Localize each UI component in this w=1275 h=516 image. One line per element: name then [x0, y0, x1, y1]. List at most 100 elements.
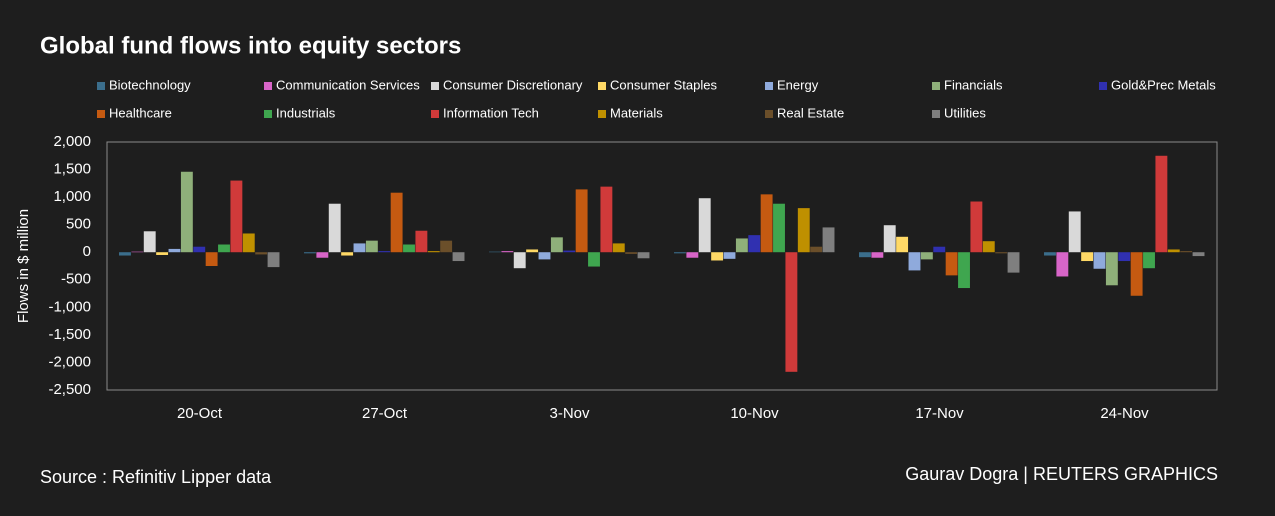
bar	[575, 189, 588, 253]
x-tick-label: 17-Nov	[915, 405, 964, 422]
legend-swatch	[1099, 82, 1107, 90]
bar	[1081, 252, 1094, 262]
legend-label: Real Estate	[777, 105, 844, 120]
bar	[205, 252, 218, 266]
x-tick-label: 3-Nov	[549, 405, 590, 422]
bar	[1130, 252, 1143, 296]
legend-label: Biotechnology	[109, 77, 191, 92]
legend-swatch	[932, 110, 940, 118]
bar	[378, 251, 391, 253]
legend-swatch	[765, 82, 773, 90]
legend-swatch	[431, 82, 439, 90]
bar	[1143, 252, 1155, 269]
chart-title: Global fund flows into equity sectors	[40, 32, 461, 59]
x-tick-label: 24-Nov	[1100, 405, 1149, 422]
bar	[218, 244, 230, 253]
legend-swatch	[598, 110, 606, 118]
bar	[1192, 252, 1205, 257]
bar	[735, 238, 748, 253]
bar	[563, 250, 576, 253]
bar	[440, 240, 453, 253]
bar	[748, 235, 761, 253]
bar	[365, 240, 378, 253]
bar	[958, 252, 970, 289]
bar	[143, 231, 156, 253]
bar	[698, 198, 711, 253]
bar	[193, 246, 206, 253]
bar	[1180, 251, 1193, 253]
y-tick-label: 1,500	[53, 161, 91, 178]
legend-swatch	[932, 82, 940, 90]
bar	[982, 241, 995, 253]
legend-label: Industrials	[276, 105, 336, 120]
legend-label: Communication Services	[276, 77, 420, 92]
bar	[403, 244, 415, 253]
bar	[625, 252, 638, 254]
bar	[970, 201, 983, 253]
y-tick-label: -2,000	[48, 353, 91, 370]
bar	[760, 194, 773, 253]
bar	[810, 246, 823, 253]
bar	[550, 237, 563, 253]
bar	[538, 252, 551, 260]
bar	[723, 252, 736, 259]
bar	[513, 252, 526, 269]
bar	[995, 252, 1008, 254]
bar	[415, 230, 428, 253]
legend-swatch	[97, 82, 105, 90]
legend-label: Financials	[944, 77, 1003, 92]
bar	[341, 252, 354, 256]
legend-swatch	[765, 110, 773, 118]
bar	[686, 252, 699, 258]
legend-swatch	[264, 110, 272, 118]
credit: Gaurav Dogra | REUTERS GRAPHICS	[905, 464, 1218, 484]
legend-label: Materials	[610, 105, 663, 120]
bar	[883, 225, 896, 253]
bar	[452, 252, 465, 262]
bar	[390, 192, 403, 253]
y-tick-label: -2,500	[48, 381, 91, 398]
bar	[1044, 252, 1056, 256]
bar	[427, 251, 440, 253]
bar	[1068, 211, 1081, 253]
bar	[119, 252, 131, 256]
bar	[588, 252, 600, 267]
y-tick-label: -1,000	[48, 298, 91, 315]
y-tick-label: -500	[61, 271, 91, 288]
bar	[674, 252, 686, 254]
bar	[526, 249, 539, 253]
y-tick-label: 0	[83, 243, 91, 260]
legend-label: Information Tech	[443, 105, 539, 120]
plot-frame	[106, 141, 1218, 391]
bar	[1105, 252, 1118, 286]
bar	[353, 243, 366, 253]
bar	[1167, 249, 1180, 253]
legend-label: Healthcare	[109, 105, 172, 120]
bar	[180, 171, 193, 253]
bar	[230, 180, 243, 253]
x-tick-label: 10-Nov	[730, 405, 779, 422]
legend-swatch	[598, 82, 606, 90]
bar	[328, 203, 341, 253]
bar	[267, 252, 280, 268]
bar	[637, 252, 650, 259]
bar	[773, 203, 785, 253]
bar	[304, 252, 316, 254]
y-tick-label: 500	[66, 216, 91, 233]
legend-label: Gold&Prec Metals	[1111, 77, 1216, 92]
y-tick-label: 2,000	[53, 133, 91, 150]
legend-label: Utilities	[944, 105, 986, 120]
bar	[242, 233, 255, 253]
y-tick-label: -1,500	[48, 326, 91, 343]
y-tick-label: 1,000	[53, 188, 91, 205]
bar	[908, 252, 921, 271]
bar	[489, 251, 501, 253]
legend-label: Consumer Discretionary	[443, 77, 583, 92]
bar	[255, 252, 268, 255]
bar	[1118, 252, 1131, 262]
legend-swatch	[431, 110, 439, 118]
bar	[785, 252, 798, 372]
bar	[797, 208, 810, 253]
bar	[156, 252, 169, 255]
